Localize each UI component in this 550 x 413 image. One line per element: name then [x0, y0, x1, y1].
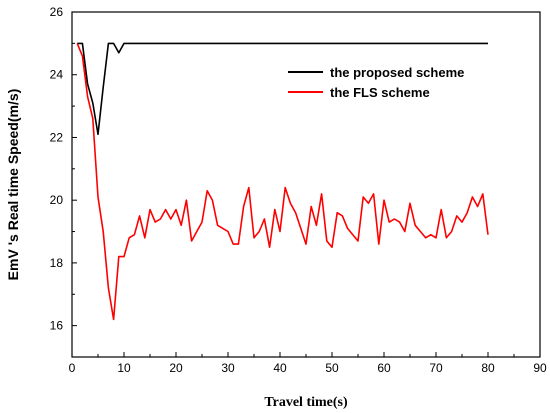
legend-label-proposed-scheme: the proposed scheme [330, 65, 464, 80]
y-tick-label: 16 [50, 319, 64, 333]
x-tick-label: 70 [429, 361, 443, 375]
x-tick-label: 50 [325, 361, 339, 375]
legend: the proposed scheme the FLS scheme [288, 65, 464, 100]
series-line-fls-scheme [76, 43, 489, 321]
x-tick-label: 10 [117, 361, 131, 375]
y-axis-title: EmV 's Real time Speed(m/s) [5, 89, 21, 281]
y-tick-label: 26 [50, 5, 64, 19]
x-tick-label: 30 [221, 361, 235, 375]
x-axis-title: Travel time(s) [264, 395, 348, 410]
x-tick-label: 80 [481, 361, 495, 375]
y-tick-label: 22 [50, 130, 64, 144]
x-tick-label: 0 [69, 361, 76, 375]
plot-area [71, 11, 541, 358]
x-tick-label: 20 [169, 361, 183, 375]
x-tick-label: 90 [533, 361, 547, 375]
series-line-proposed-scheme [77, 42, 488, 136]
y-tick-label: 20 [50, 193, 64, 207]
x-tick-label: 60 [377, 361, 391, 375]
x-tick-label: 40 [273, 361, 287, 375]
series-layer [76, 42, 489, 321]
legend-label-fls-scheme: the FLS scheme [330, 85, 430, 100]
axis-ticks: 0 10 20 30 40 50 60 70 80 90 16 18 20 22 24 26 [50, 5, 547, 375]
y-tick-label: 18 [50, 256, 64, 270]
plot-frame [71, 11, 541, 358]
y-tick-label: 24 [50, 68, 64, 82]
